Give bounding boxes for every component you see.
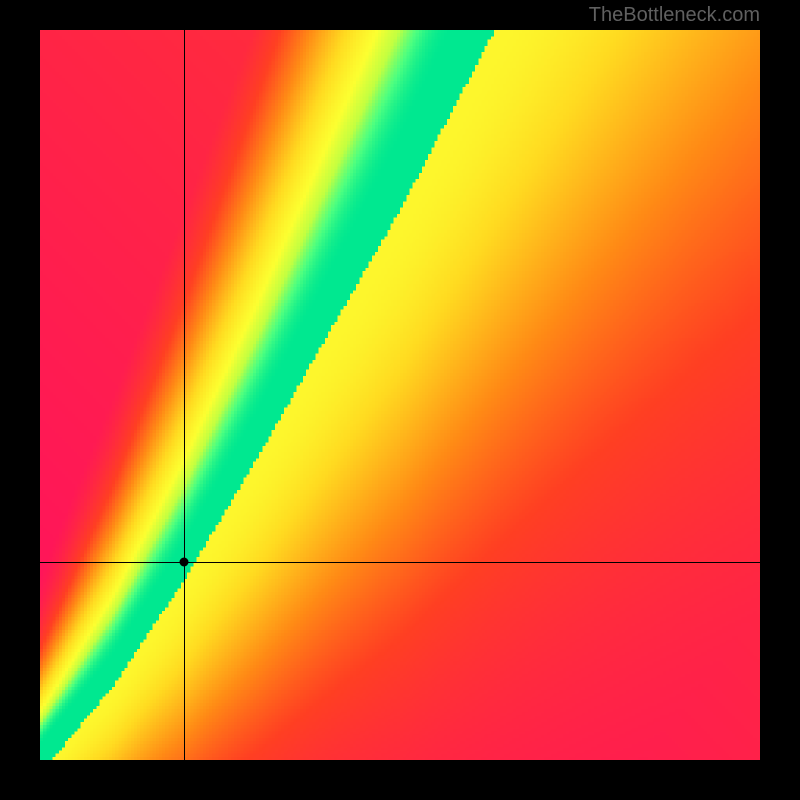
crosshair-dot <box>180 558 189 567</box>
crosshair-horizontal <box>40 562 760 563</box>
watermark-text: TheBottleneck.com <box>589 4 760 27</box>
crosshair-vertical <box>184 30 185 760</box>
heatmap-canvas <box>40 30 760 760</box>
heatmap-plot <box>40 30 760 760</box>
